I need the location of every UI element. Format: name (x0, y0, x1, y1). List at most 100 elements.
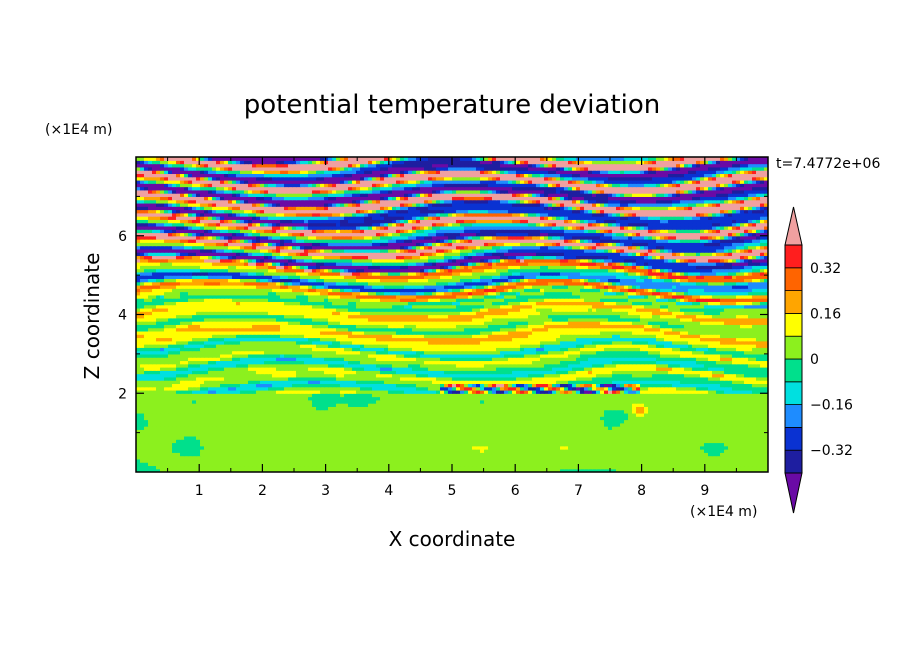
contour-cell (208, 468, 213, 472)
contour-cell (652, 426, 657, 430)
contour-cell (240, 452, 245, 457)
contour-cell (756, 468, 761, 472)
contour-cell (448, 449, 453, 453)
contour-cell (508, 412, 513, 417)
contour-cell (704, 468, 709, 472)
contour-cell (200, 462, 205, 467)
contour-cell (452, 445, 457, 450)
contour-cell (760, 468, 765, 472)
contour-cell (232, 445, 237, 450)
contour-cell (564, 416, 569, 421)
contour-cell (736, 435, 741, 440)
contour-cell (584, 435, 589, 440)
contour-cell (456, 422, 461, 427)
contour-cell (688, 439, 693, 444)
contour-cell (652, 419, 657, 424)
contour-cell (492, 426, 497, 430)
contour-cell (596, 432, 601, 437)
contour-cell (240, 419, 245, 424)
contour-cell (488, 435, 493, 440)
contour-cell (376, 445, 381, 450)
contour-cell (484, 439, 489, 444)
contour-cell (356, 458, 361, 463)
contour-cell (204, 449, 209, 453)
contour-cell (208, 409, 213, 414)
contour-cell (716, 458, 721, 463)
contour-cell (568, 412, 573, 417)
contour-cell (612, 419, 617, 424)
contour-cell (164, 462, 169, 467)
contour-cell (148, 409, 153, 414)
contour-cell (444, 429, 449, 434)
contour-cell (704, 439, 709, 444)
contour-cell (564, 458, 569, 463)
contour-cell (692, 432, 697, 437)
contour-cell (440, 439, 445, 444)
contour-cell (616, 419, 621, 424)
contour-cell (400, 452, 405, 457)
contour-cell (244, 452, 249, 457)
contour-cell (744, 452, 749, 457)
contour-cell (356, 439, 361, 444)
contour-cell (448, 429, 453, 434)
contour-cell (180, 426, 185, 430)
contour-cell (172, 468, 177, 472)
contour-cell (592, 439, 597, 444)
contour-cell (588, 455, 593, 460)
contour-cell (440, 458, 445, 463)
contour-cell (576, 442, 581, 447)
contour-cell (388, 432, 393, 437)
contour-cell (632, 458, 637, 463)
contour-cell (648, 419, 653, 424)
contour-cell (564, 432, 569, 437)
contour-cell (672, 432, 677, 437)
contour-cell (328, 442, 333, 447)
contour-cell (700, 432, 705, 437)
contour-cell (612, 458, 617, 463)
contour-cell (492, 445, 497, 450)
contour-cell (424, 462, 429, 467)
contour-cell (700, 468, 705, 472)
contour-cell (572, 429, 577, 434)
contour-cell (716, 462, 721, 467)
contour-cell (760, 458, 765, 463)
contour-cell (224, 468, 229, 472)
contour-cell (712, 429, 717, 434)
contour-cell (744, 442, 749, 447)
contour-cell (172, 412, 177, 417)
contour-cell (508, 445, 513, 450)
contour-cell (212, 442, 217, 447)
contour-cell (376, 435, 381, 440)
contour-cell (732, 439, 737, 444)
contour-cell (412, 445, 417, 450)
contour-cell (292, 416, 297, 421)
contour-cell (240, 455, 245, 460)
contour-cell (576, 445, 581, 450)
contour-cell (532, 462, 537, 467)
contour-cell (204, 455, 209, 460)
contour-cell (144, 468, 149, 472)
contour-cell (456, 419, 461, 424)
contour-cell (476, 432, 481, 437)
contour-cell (400, 445, 405, 450)
contour-cell (536, 442, 541, 447)
contour-cell (432, 465, 437, 470)
contour-cell (660, 449, 665, 453)
contour-cell (684, 445, 689, 450)
contour-cell (656, 435, 661, 440)
contour-cell (604, 426, 609, 430)
contour-cell (476, 449, 481, 453)
contour-cell (660, 432, 665, 437)
contour-cell (664, 422, 669, 427)
contour-cell (752, 442, 757, 447)
contour-cell (176, 429, 181, 434)
contour-cell (616, 465, 621, 470)
contour-cell (692, 449, 697, 453)
contour-cell (200, 426, 205, 430)
contour-cell (388, 412, 393, 417)
contour-cell (676, 465, 681, 470)
contour-cell (180, 432, 185, 437)
contour-cell (284, 449, 289, 453)
contour-cell (328, 412, 333, 417)
contour-cell (208, 426, 213, 430)
